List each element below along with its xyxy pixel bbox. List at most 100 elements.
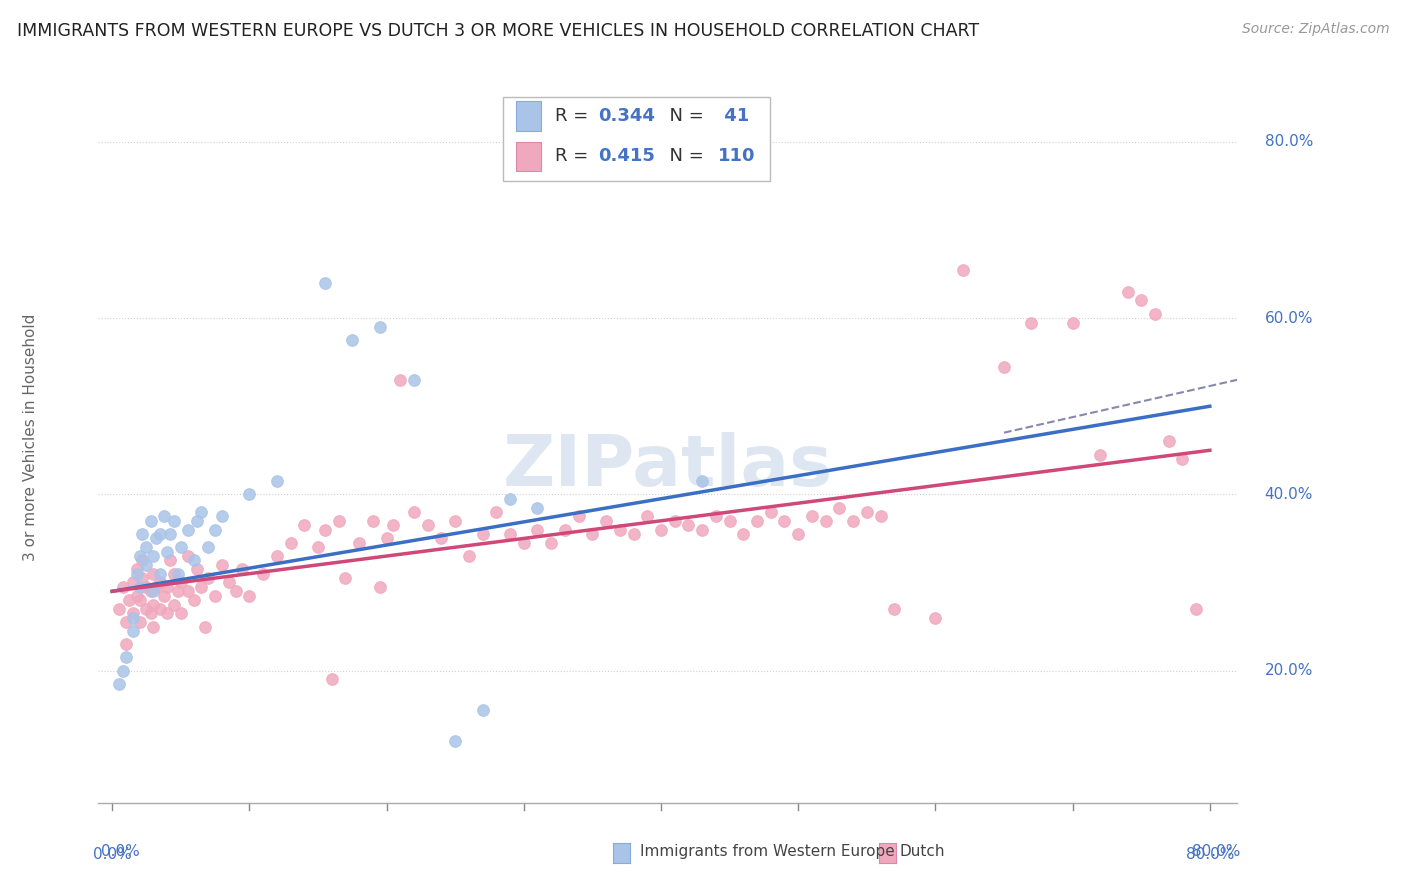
Point	[252, 566, 274, 581]
Point	[149, 527, 172, 541]
Point	[745, 514, 768, 528]
Point	[1130, 293, 1153, 308]
Point	[485, 505, 508, 519]
Point	[347, 536, 370, 550]
Point	[733, 527, 755, 541]
Point	[828, 500, 851, 515]
Point	[499, 527, 522, 541]
Point	[1171, 452, 1194, 467]
Point	[444, 734, 467, 748]
Point	[402, 373, 425, 387]
Point	[149, 566, 172, 581]
Text: R =: R =	[555, 147, 595, 165]
Point	[115, 650, 138, 665]
Point	[121, 575, 143, 590]
Text: 3 or more Vehicles in Household: 3 or more Vehicles in Household	[22, 313, 38, 561]
Point	[167, 566, 190, 581]
Point	[211, 558, 233, 572]
Text: Source: ZipAtlas.com: Source: ZipAtlas.com	[1241, 22, 1389, 37]
Point	[389, 373, 412, 387]
Point	[139, 607, 162, 621]
Point	[280, 536, 302, 550]
Point	[513, 536, 536, 550]
Point	[163, 566, 186, 581]
Text: 0.415: 0.415	[599, 147, 655, 165]
Point	[457, 549, 479, 563]
Point	[1088, 448, 1111, 462]
Point	[1157, 434, 1180, 449]
Point	[328, 514, 350, 528]
Text: 0.0%: 0.0%	[93, 847, 132, 862]
Point	[108, 677, 131, 691]
FancyBboxPatch shape	[503, 97, 770, 181]
Point	[170, 575, 193, 590]
Point	[869, 509, 891, 524]
Point	[115, 615, 138, 629]
Text: 60.0%: 60.0%	[1265, 310, 1313, 326]
Point	[238, 487, 260, 501]
Point	[131, 553, 153, 567]
Point	[167, 584, 190, 599]
Point	[142, 619, 165, 633]
Point	[183, 553, 205, 567]
Point	[128, 593, 150, 607]
Point	[471, 527, 494, 541]
Point	[568, 509, 591, 524]
Point	[142, 549, 165, 563]
Point	[952, 262, 974, 277]
Text: 0.344: 0.344	[599, 107, 655, 125]
Point	[292, 518, 315, 533]
Point	[108, 602, 131, 616]
Text: 80.0%: 80.0%	[1185, 847, 1234, 862]
Point	[368, 320, 391, 334]
Text: 20.0%: 20.0%	[1265, 663, 1313, 678]
Point	[190, 580, 212, 594]
Point	[135, 602, 157, 616]
Point	[121, 624, 143, 638]
FancyBboxPatch shape	[516, 142, 541, 171]
Point	[176, 549, 198, 563]
Text: 0.0%: 0.0%	[101, 845, 141, 859]
Point	[115, 637, 138, 651]
Point	[361, 514, 384, 528]
Point	[773, 514, 796, 528]
Point	[1062, 316, 1084, 330]
Point	[314, 276, 336, 290]
Text: 110: 110	[718, 147, 755, 165]
Point	[664, 514, 686, 528]
Point	[121, 607, 143, 621]
Point	[128, 549, 150, 563]
Point	[197, 540, 219, 554]
Point	[368, 580, 391, 594]
Point	[650, 523, 672, 537]
Point	[145, 532, 167, 546]
Point	[125, 566, 148, 581]
Point	[159, 553, 181, 567]
Point	[1185, 602, 1208, 616]
Point	[128, 615, 150, 629]
Point	[238, 589, 260, 603]
Text: 80.0%: 80.0%	[1265, 135, 1313, 149]
Point	[266, 474, 288, 488]
Point	[883, 602, 905, 616]
Point	[149, 602, 172, 616]
Point	[135, 558, 157, 572]
Point	[139, 514, 162, 528]
Point	[142, 584, 165, 599]
Point	[156, 544, 179, 558]
Point	[266, 549, 288, 563]
Point	[526, 500, 548, 515]
Point	[142, 566, 165, 581]
Point	[156, 607, 179, 621]
Point	[623, 527, 645, 541]
Text: R =: R =	[555, 107, 595, 125]
Point	[416, 518, 439, 533]
Point	[690, 474, 713, 488]
Text: Dutch: Dutch	[900, 845, 945, 859]
Point	[125, 589, 148, 603]
Point	[159, 527, 181, 541]
Point	[321, 673, 343, 687]
Point	[1116, 285, 1139, 299]
Text: Immigrants from Western Europe: Immigrants from Western Europe	[640, 845, 894, 859]
Point	[131, 527, 153, 541]
